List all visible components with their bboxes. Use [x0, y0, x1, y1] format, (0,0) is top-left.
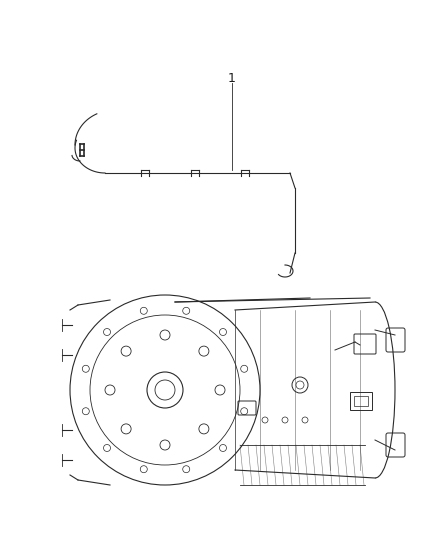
Text: 1: 1	[228, 71, 236, 85]
Bar	[350, 392, 372, 410]
Bar	[354, 396, 368, 406]
